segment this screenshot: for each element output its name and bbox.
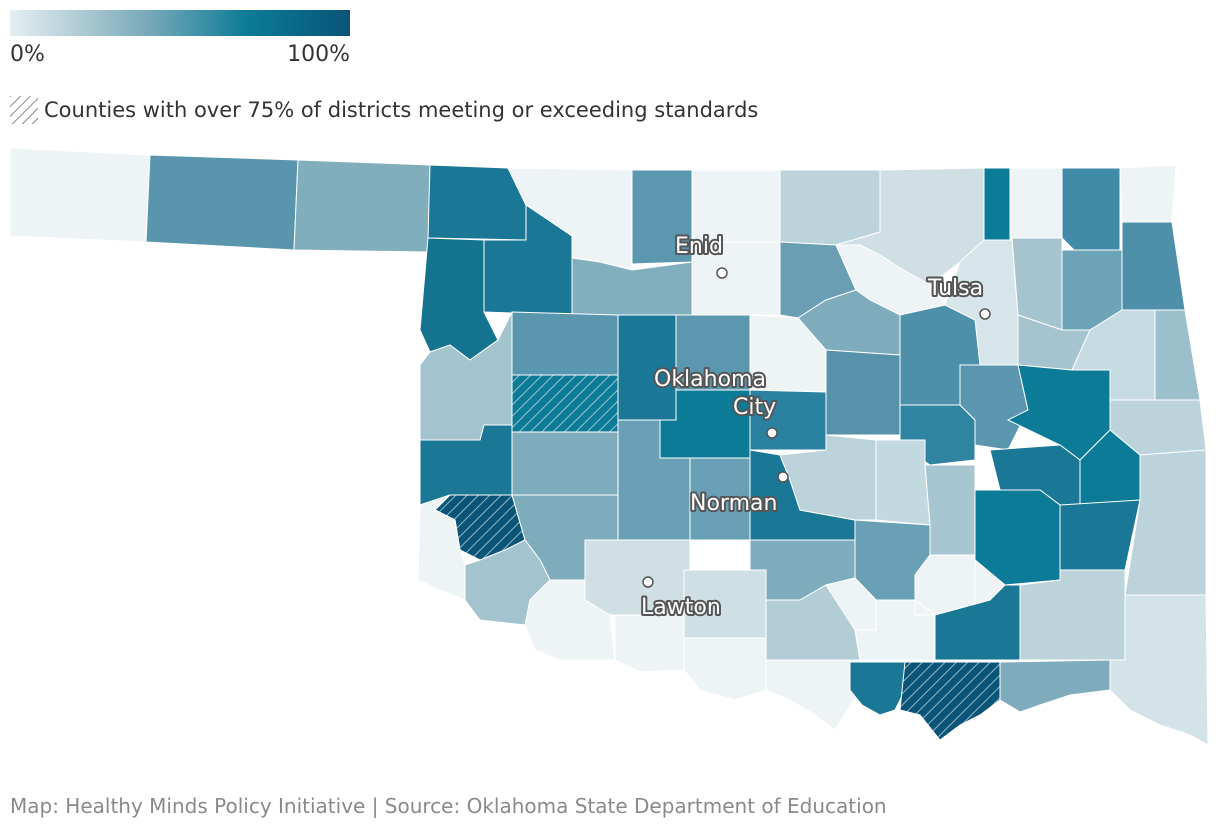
city-tulsa: Tulsa [925,274,991,320]
city-oklahoma-city: Oklahoma City [652,365,778,439]
county-roger-mills[interactable] [419,311,513,441]
city-label-okc-line2: City [733,395,776,420]
county-cotton[interactable] [614,614,685,673]
city-label-norman: Norman [690,491,777,516]
city-label-okc-line1: Oklahoma [654,367,766,392]
city-norman: Norman [688,471,789,518]
city-label-lawton: Lawton [641,595,721,620]
city-enid: Enid [673,232,728,279]
hatch-swatch-icon [10,96,38,124]
city-dot-icon [777,471,789,483]
county-harmon[interactable] [417,494,466,601]
map-credit: Map: Healthy Minds Policy Initiative | S… [10,794,887,818]
legend-max-label: 100% [287,42,350,67]
legend-min-label: 0% [10,42,45,67]
county-tillman[interactable] [524,579,616,661]
oklahoma-county-map [9,147,1209,746]
city-dot-icon [716,267,728,279]
county-choctaw[interactable] [999,659,1111,713]
city-label-tulsa: Tulsa [927,276,983,301]
city-label-enid: Enid [675,234,723,259]
county-mccurtain[interactable] [1109,594,1209,746]
county-woodward[interactable] [483,204,573,316]
hatch-legend-label: Counties with over 75% of districts meet… [44,98,759,122]
legend-gradient-bar [10,10,350,36]
county-choctaw-north[interactable] [1019,569,1126,661]
hatch-legend: Counties with over 75% of districts meet… [10,96,758,124]
city-dot-icon [642,576,654,588]
city-dot-icon [766,427,778,439]
city-dot-icon [979,308,991,320]
city-lawton: Lawton [639,576,723,622]
